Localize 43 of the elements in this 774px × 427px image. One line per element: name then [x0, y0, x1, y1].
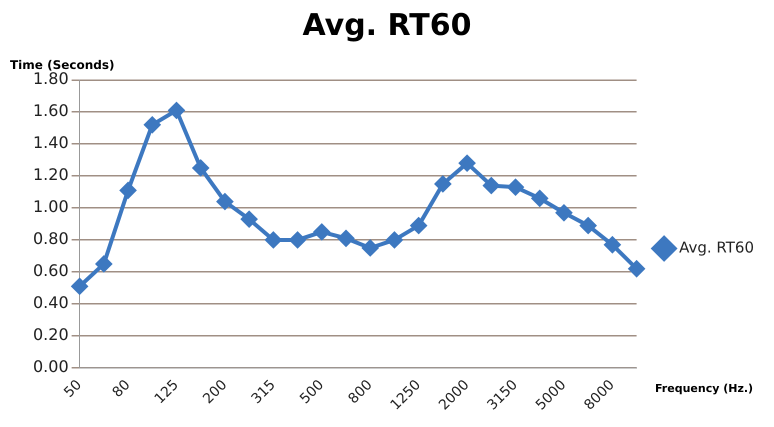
x-tick-label: 200	[200, 376, 230, 408]
point	[604, 236, 620, 253]
point	[192, 160, 209, 176]
chart-title: Avg. RT60	[302, 8, 472, 43]
point	[556, 204, 572, 221]
point	[314, 224, 330, 240]
x-tick-label: 500	[296, 376, 328, 408]
x-tick-label: 125	[152, 376, 182, 408]
y-tick-label: 0.80	[33, 229, 69, 248]
legend-label: Avg. RT60	[679, 238, 754, 256]
point	[120, 182, 136, 198]
point	[532, 190, 548, 206]
y-tick-label: 0.40	[33, 293, 69, 312]
point	[338, 230, 354, 246]
point	[434, 176, 451, 192]
point	[628, 260, 645, 277]
y-tick-label: 1.60	[33, 101, 69, 120]
y-tick-label: 0.00	[33, 357, 69, 376]
x-tick-label: 800	[345, 376, 376, 408]
point	[265, 232, 282, 248]
point	[483, 178, 500, 194]
point	[216, 194, 233, 210]
point	[144, 116, 160, 133]
point	[241, 211, 258, 228]
point	[290, 232, 306, 248]
x-axis-title: Frequency (Hz.)	[655, 382, 754, 395]
point	[410, 218, 427, 234]
point	[386, 232, 402, 248]
y-axis-title: Time (Seconds)	[10, 58, 115, 72]
point	[96, 256, 112, 272]
y-tick-label: 1.40	[33, 133, 69, 152]
point	[459, 155, 476, 172]
x-tick-label: 50	[61, 376, 86, 401]
point	[580, 218, 596, 234]
point	[508, 179, 524, 196]
y-tick-label: 1.20	[33, 165, 69, 184]
y-tick-label: 0.60	[33, 261, 69, 280]
y-tick-label: 0.20	[33, 325, 69, 344]
point	[72, 278, 88, 294]
point	[362, 240, 378, 256]
y-tick-label: 1.00	[33, 197, 69, 216]
x-tick-label: 80	[110, 376, 134, 401]
point	[168, 102, 184, 118]
